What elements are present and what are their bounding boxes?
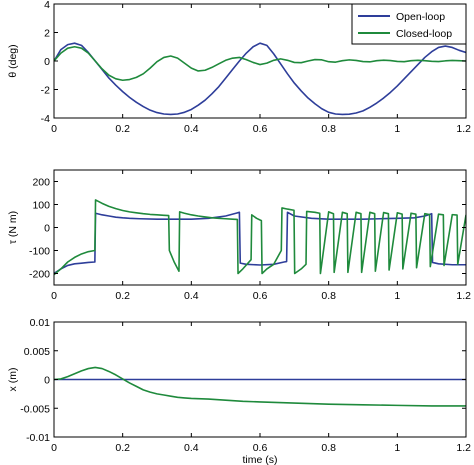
- x-tick-label: 0.2: [115, 123, 130, 135]
- legend-box: [351, 3, 467, 45]
- y-tick-label: 0: [44, 56, 50, 68]
- x-tick-label: 0.4: [184, 123, 199, 135]
- x-tick-label: 0.6: [253, 442, 268, 454]
- y-tick-label: -100: [29, 246, 50, 258]
- x-tick-label: 1.2: [456, 123, 471, 135]
- y-tick-label: -0.01: [26, 432, 50, 444]
- x-tick-label: 0.8: [321, 442, 336, 454]
- y-axis-label: τ (N m): [7, 211, 19, 244]
- x-tick-label: 0.8: [321, 123, 336, 135]
- x-tick-label: 1.2: [456, 290, 471, 302]
- x-tick-label: 0: [51, 442, 57, 454]
- x-tick-label: 1.2: [456, 442, 471, 454]
- y-tick-label: -2: [41, 85, 50, 97]
- y-tick-label: -4: [41, 113, 50, 125]
- legend-entry: Open-loop: [396, 11, 445, 23]
- legend: Open-loop Closed-loop: [351, 3, 467, 45]
- series-line-open-loop: [54, 42, 466, 116]
- x-tick-label: 0.6: [253, 290, 268, 302]
- y-tick-label: 0.01: [30, 317, 51, 329]
- x-tick-label: 1: [394, 290, 400, 302]
- x-tick-label: 0.2: [115, 442, 130, 454]
- x-tick-label: 0.4: [184, 290, 199, 302]
- y-tick-label: -200: [29, 269, 50, 281]
- x-axis-label: time (s): [243, 454, 278, 465]
- y-tick-label: 0: [44, 223, 50, 235]
- legend-entry: Closed-loop: [396, 28, 452, 40]
- x-tick-label: 0: [51, 123, 57, 135]
- series-line-closed-loop: [54, 45, 466, 82]
- y-axis-label: x (m): [7, 368, 19, 392]
- position-chart: 0 0.2 0.4 0.6 0.8 1 1.2 0.01 0.005 0 -0.005 -0.01 x …: [7, 317, 471, 465]
- x-tick-label: 1: [394, 123, 400, 135]
- y-tick-label: 2: [44, 28, 50, 40]
- x-tick-label: 1: [394, 442, 400, 454]
- series-line-closed-loop: [54, 366, 466, 407]
- torque-chart: 0 0.2 0.4 0.6 0.8 1 1.2 200 100 0 -100 -200 τ (N m): [7, 169, 471, 302]
- y-axis-label: θ (deg): [7, 44, 19, 77]
- x-tick-label: 0.4: [184, 442, 199, 454]
- y-tick-label: 200: [32, 177, 50, 189]
- y-tick-label: -0.005: [20, 403, 50, 415]
- theta-chart: 0 0.2 0.4 0.6 0.8 1 1.2 4 2 0 -2 -4 θ (deg) Open-loop…: [7, 0, 471, 135]
- x-tick-label: 0.6: [253, 123, 268, 135]
- y-tick-label: 0: [44, 375, 50, 387]
- x-tick-label: 0: [51, 290, 57, 302]
- axes-box: [53, 169, 467, 286]
- series-line-closed-loop: [54, 199, 466, 276]
- y-tick-label: 4: [44, 0, 50, 11]
- y-tick-label: 100: [32, 200, 50, 212]
- x-tick-label: 0.2: [115, 290, 130, 302]
- y-tick-label: 0.005: [24, 346, 50, 358]
- x-tick-label: 0.8: [321, 290, 336, 302]
